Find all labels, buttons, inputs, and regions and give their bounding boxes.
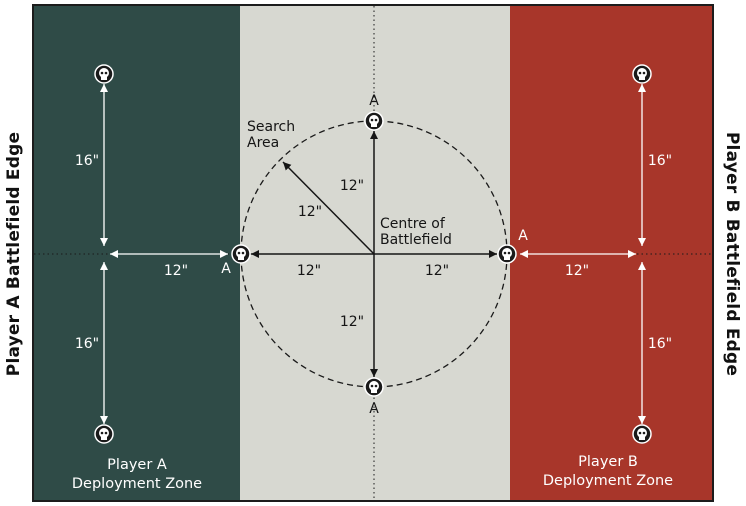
- player-b-deployment-zone-label: Player B Deployment Zone: [518, 453, 698, 491]
- distance-label-a-horizontal: 12": [163, 263, 189, 279]
- player-a-deployment-zone-label: Player A Deployment Zone: [47, 456, 227, 494]
- objective-label-right: A: [518, 228, 528, 244]
- search-area-label: Search Area: [247, 119, 295, 151]
- distance-label-a-lower: 16": [74, 336, 100, 352]
- centre-line2: Battlefield: [380, 232, 452, 248]
- skull-marker-icon: [231, 244, 251, 264]
- skull-marker-icon: [364, 111, 384, 131]
- distance-label-diagonal: 12": [297, 204, 323, 220]
- skull-marker-icon: [632, 64, 652, 84]
- skull-marker-icon: [94, 424, 114, 444]
- objective-label-bottom: A: [369, 401, 379, 417]
- search-area-line1: Search: [247, 119, 296, 135]
- distance-label-centre-down: 12": [339, 314, 365, 330]
- skull-marker-icon: [364, 377, 384, 397]
- zone-b-line1: Player B: [578, 454, 638, 470]
- distance-label-centre-left: 12": [296, 263, 322, 279]
- no-mans-land: [240, 6, 510, 500]
- distance-label-a-upper: 16": [74, 153, 100, 169]
- skull-marker-icon: [632, 424, 652, 444]
- distance-label-centre-right: 12": [424, 263, 450, 279]
- centre-of-battlefield-label: Centre of Battlefield: [380, 216, 452, 248]
- skull-marker-icon: [94, 64, 114, 84]
- centre-line1: Centre of: [380, 216, 445, 232]
- battlefield-map: [32, 4, 714, 502]
- search-area-line2: Area: [247, 135, 280, 151]
- skull-marker-icon: [497, 244, 517, 264]
- distance-label-b-upper: 16": [647, 153, 673, 169]
- objective-label-top: A: [369, 93, 379, 109]
- arrow-centre-diagonal: [282, 161, 375, 255]
- objective-label-left: A: [221, 261, 231, 277]
- distance-label-b-horizontal: 12": [564, 263, 590, 279]
- zone-a-line1: Player A: [107, 457, 167, 473]
- distance-label-centre-up: 12": [339, 178, 365, 194]
- player-b-battlefield-edge-label: Player B Battlefield Edge: [722, 131, 742, 377]
- distance-label-b-lower: 16": [647, 336, 673, 352]
- zone-b-line2: Deployment Zone: [542, 473, 674, 489]
- zone-a-line2: Deployment Zone: [71, 476, 203, 492]
- player-a-battlefield-edge-label: Player A Battlefield Edge: [4, 131, 24, 377]
